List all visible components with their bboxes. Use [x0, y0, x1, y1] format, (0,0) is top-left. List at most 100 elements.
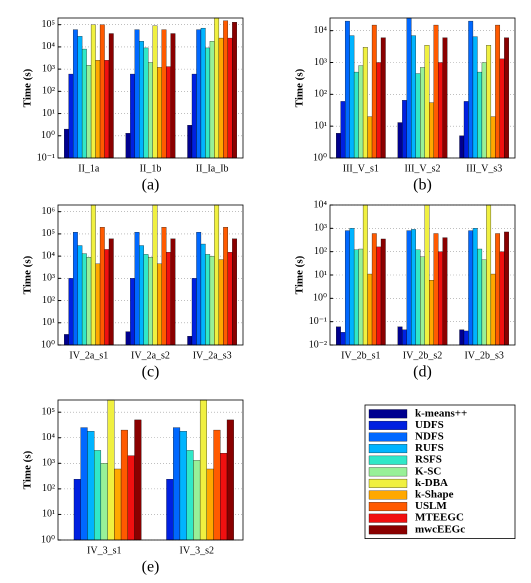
x-tick-label: II_Ia_Ib — [196, 163, 229, 174]
bar — [371, 233, 377, 346]
bar — [486, 45, 492, 159]
y-tick-label: 10⁻¹ — [37, 152, 55, 163]
bar — [134, 29, 140, 159]
bar — [402, 100, 407, 159]
bar — [495, 233, 501, 346]
bar — [406, 17, 412, 159]
bar — [139, 245, 144, 346]
bar — [459, 329, 465, 346]
legend-label: RUFS — [415, 442, 444, 454]
bar — [95, 263, 101, 346]
bar — [463, 330, 469, 346]
legend-label: mwcEEGc — [415, 523, 465, 535]
y-tick-label: 10³ — [42, 458, 55, 469]
bar — [481, 259, 487, 346]
y-tick-label: 10⁻² — [309, 339, 327, 350]
legend-swatch — [368, 432, 408, 442]
bar — [463, 101, 469, 159]
bar — [376, 246, 382, 346]
bar — [340, 101, 346, 159]
bar — [376, 62, 382, 159]
bar — [459, 135, 465, 159]
legend-swatch — [368, 525, 408, 535]
bar — [90, 204, 96, 346]
bar — [134, 231, 140, 346]
bar — [170, 33, 176, 159]
panel-caption: (a) — [142, 177, 160, 194]
bar — [166, 252, 171, 346]
bar — [340, 332, 346, 346]
bar — [411, 229, 416, 346]
bar — [99, 24, 105, 159]
y-tick-label: 10⁰ — [41, 339, 55, 350]
bar — [438, 251, 443, 346]
bar — [362, 47, 368, 159]
bar — [223, 20, 229, 159]
panel-caption: (e) — [142, 559, 160, 576]
y-tick-label: 10² — [42, 483, 55, 494]
bar — [143, 47, 149, 159]
x-tick-label: IV_2a_s2 — [131, 350, 170, 361]
legend-swatch — [368, 467, 408, 477]
bar — [114, 468, 122, 541]
bar — [80, 427, 88, 541]
bar — [130, 73, 135, 159]
bar — [232, 238, 237, 346]
bar — [86, 256, 92, 346]
bar — [349, 35, 355, 159]
bar — [187, 125, 193, 159]
bar — [371, 24, 377, 159]
bar — [157, 67, 162, 159]
y-tick-label: 10⁴ — [42, 432, 56, 443]
bar — [486, 204, 492, 346]
legend-swatch — [368, 420, 408, 430]
bar — [481, 62, 487, 159]
bar — [139, 41, 144, 159]
legend-label: k-DBA — [415, 477, 448, 489]
legend-label: USLM — [415, 500, 447, 512]
y-tick-label: 10¹ — [42, 108, 55, 119]
bar — [157, 263, 162, 346]
bar — [187, 336, 193, 346]
bar — [206, 468, 214, 541]
bar — [134, 419, 142, 541]
legend-label: k-Shape — [415, 489, 454, 501]
panel-caption: (d) — [413, 364, 432, 381]
y-tick-label: 10¹ — [42, 509, 55, 520]
bar — [468, 230, 474, 346]
x-tick-label: IV_3_s1 — [87, 545, 121, 556]
bar — [196, 231, 202, 346]
bar — [166, 479, 174, 541]
x-tick-label: IV_2b_s2 — [403, 350, 442, 361]
bar — [81, 253, 87, 346]
y-tick-label: 10⁵ — [42, 406, 56, 417]
bar — [495, 24, 501, 159]
bar — [193, 460, 201, 541]
bar — [429, 102, 434, 159]
y-tick-label: 10⁻¹ — [309, 316, 327, 327]
bar — [100, 463, 108, 541]
y-tick-label: 10⁴ — [42, 41, 56, 52]
x-tick-label: III_V_s3 — [466, 163, 502, 174]
y-tick-label: 10² — [314, 246, 327, 257]
bar — [433, 233, 439, 346]
panel-caption: (b) — [413, 177, 432, 194]
bar — [223, 227, 229, 346]
bar — [99, 227, 105, 346]
bar — [477, 248, 483, 346]
bar — [200, 243, 206, 346]
y-tick-label: 10⁴ — [42, 250, 56, 261]
y-tick-label: 10⁴ — [314, 25, 328, 36]
bar — [227, 252, 233, 346]
bar — [397, 326, 403, 346]
y-axis-label: Time (s) — [22, 68, 34, 107]
bar — [402, 329, 407, 346]
y-tick-label: 10³ — [314, 223, 327, 234]
bar — [406, 230, 412, 346]
bar — [344, 20, 350, 159]
legend-swatch — [368, 455, 408, 465]
bar — [127, 455, 135, 541]
bar — [94, 450, 102, 541]
bar — [380, 238, 386, 346]
bar — [152, 204, 158, 346]
